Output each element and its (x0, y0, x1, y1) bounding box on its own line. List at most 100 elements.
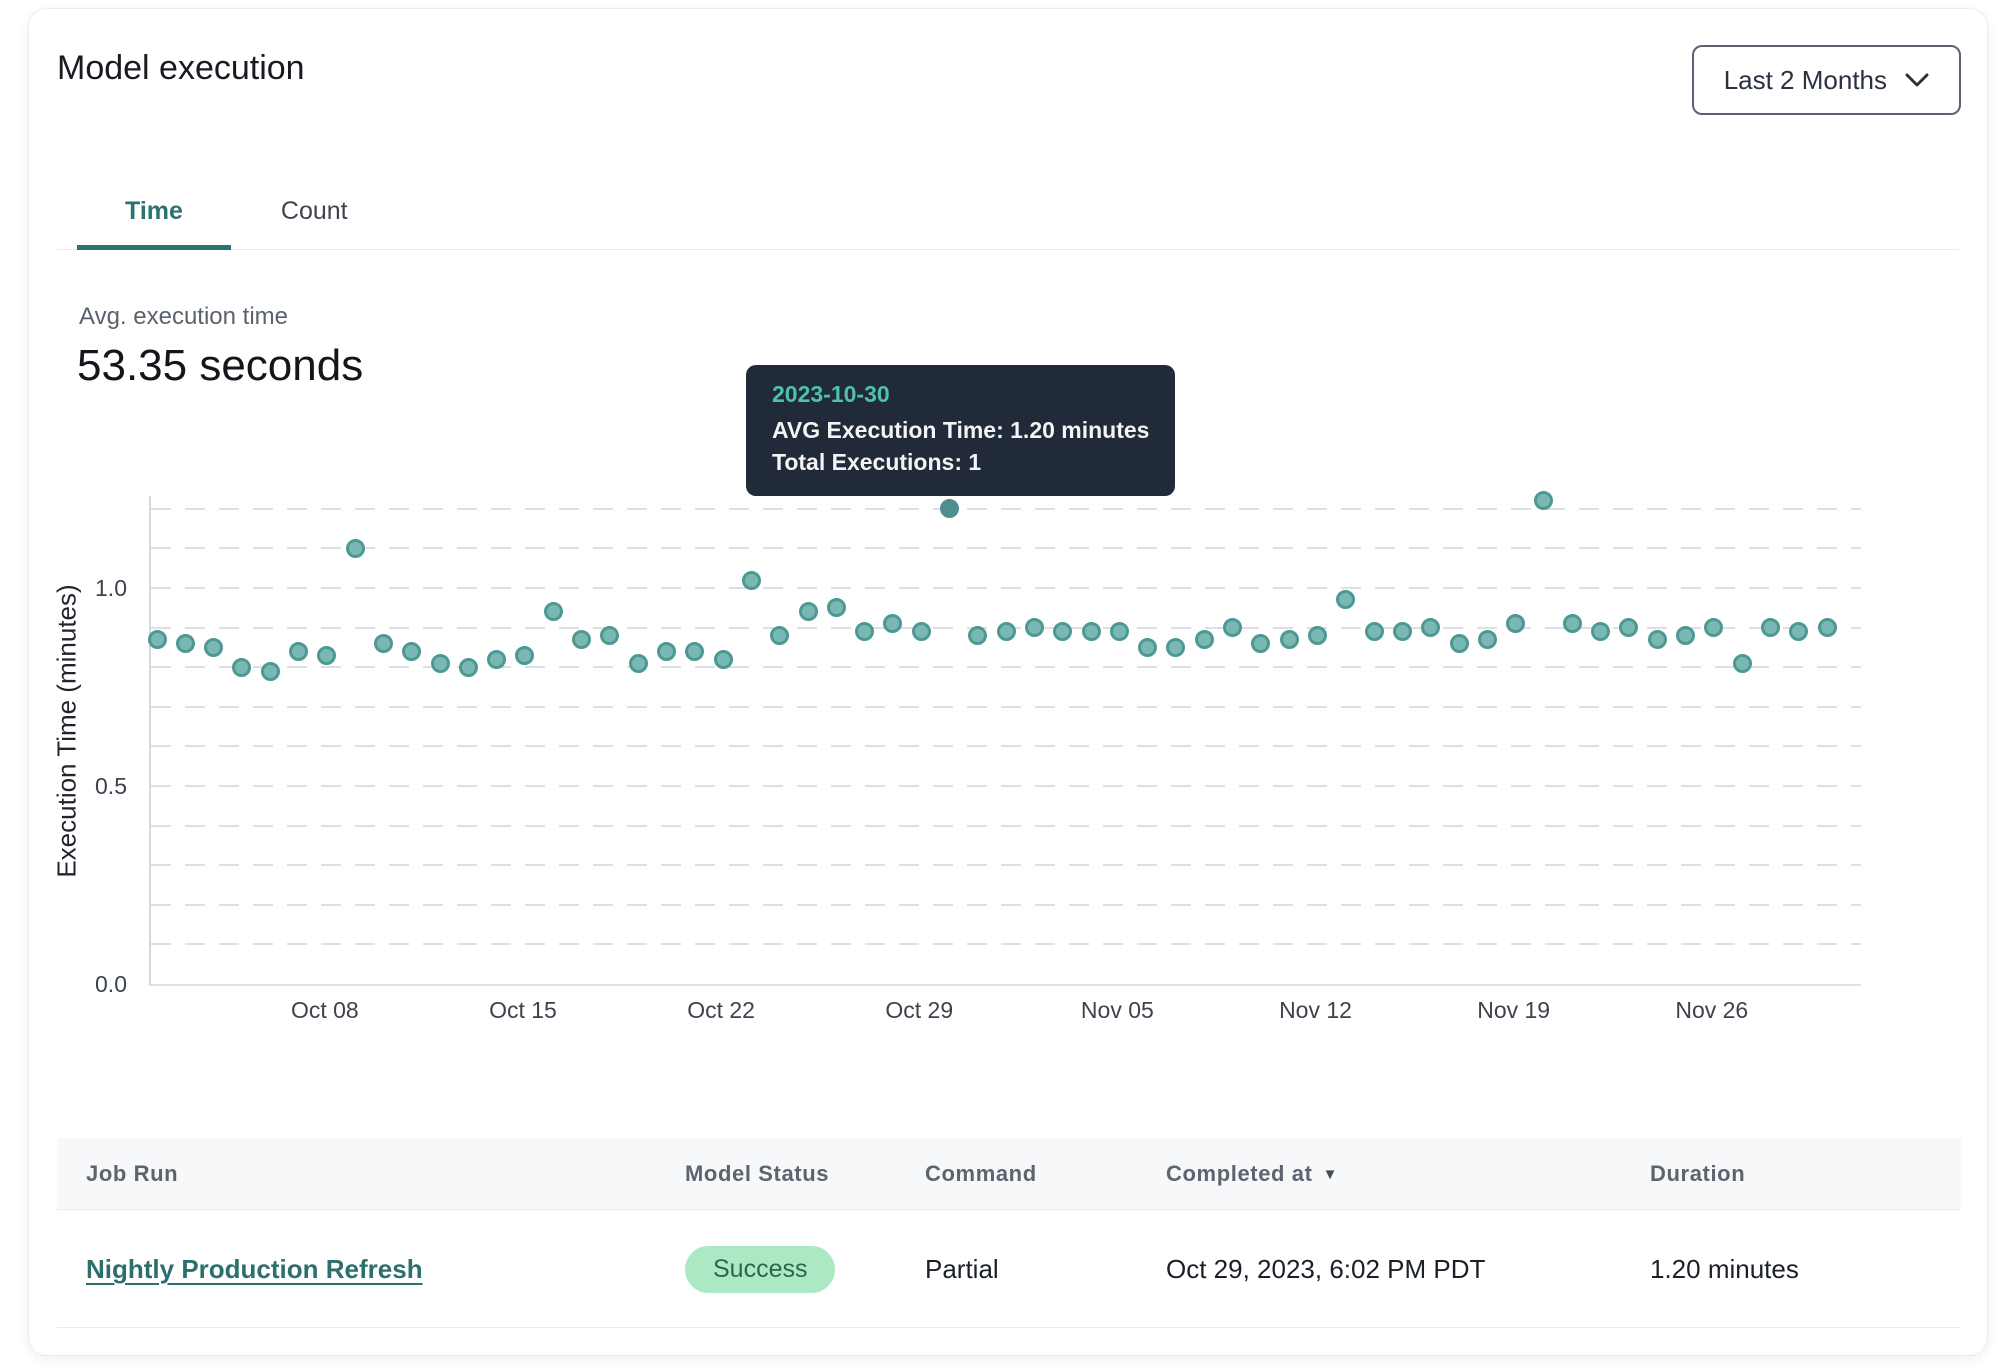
scatter-point[interactable] (1817, 618, 1837, 638)
scatter-point[interactable] (713, 649, 733, 669)
scatter-point[interactable] (458, 657, 478, 677)
x-axis-tick-label: Oct 22 (687, 997, 755, 1023)
gridline (151, 705, 1861, 708)
column-header-job-run[interactable]: Job Run (86, 1161, 179, 1186)
scatter-point[interactable] (260, 661, 280, 681)
x-axis-tick-label: Nov 12 (1279, 997, 1352, 1023)
x-axis-tick-label: Oct 29 (885, 997, 954, 1023)
scatter-point[interactable] (996, 622, 1016, 642)
tooltip-total-executions: Total Executions: 1 (772, 449, 982, 475)
avg-execution-time-value: 53.35 seconds (77, 341, 364, 390)
gridline (151, 666, 1861, 669)
tooltip-date: 2023-10-30 (772, 381, 890, 407)
scatter-point[interactable] (798, 602, 818, 622)
tab-count-label: Count (280, 196, 348, 225)
date-range-label: Last 2 Months (1723, 64, 1887, 95)
command-cell: Partial (925, 1253, 999, 1284)
scatter-point[interactable] (515, 645, 535, 665)
scatter-point[interactable] (741, 570, 761, 590)
scatter-point[interactable] (232, 657, 252, 677)
column-header-completed-at[interactable]: Completed at ▼ (1166, 1161, 1339, 1186)
scatter-point[interactable] (1109, 622, 1129, 642)
tab-time[interactable]: Time (77, 173, 231, 250)
scatter-point[interactable] (402, 641, 422, 661)
chart-tabs: Time Count (57, 173, 1959, 250)
table-row: Nightly Production Refresh Success Parti… (57, 1210, 1961, 1328)
scatter-point[interactable] (1081, 622, 1101, 642)
scatter-point[interactable] (1732, 653, 1752, 673)
scatter-point[interactable] (543, 602, 563, 622)
scatter-point[interactable] (628, 653, 648, 673)
scatter-point[interactable] (1053, 622, 1073, 642)
scatter-point[interactable] (430, 653, 450, 673)
scatter-point[interactable] (1421, 618, 1441, 638)
scatter-point[interactable] (345, 538, 365, 558)
x-axis-tick-label: Oct 15 (489, 997, 557, 1023)
column-header-model-status[interactable]: Model Status (685, 1161, 830, 1186)
gridline (151, 903, 1861, 906)
scatter-point[interactable] (968, 626, 988, 646)
job-runs-table: Job Run Model Status Command Completed a… (57, 1138, 1961, 1328)
scatter-point[interactable] (685, 641, 705, 661)
scatter-point[interactable] (1591, 622, 1611, 642)
date-range-selector[interactable]: Last 2 Months (1691, 45, 1961, 115)
scatter-point[interactable] (855, 622, 875, 642)
scatter-point[interactable] (911, 622, 931, 642)
scatter-point[interactable] (656, 641, 676, 661)
x-axis-ticks: Oct 08 Oct 15 Oct 22 Oct 29 Nov 05 Nov 12 Nov … (149, 997, 1861, 1031)
table-header: Job Run Model Status Command Completed a… (57, 1138, 1961, 1210)
gridline (151, 745, 1861, 748)
scatter-point[interactable] (1194, 629, 1214, 649)
scatter-point[interactable] (1279, 629, 1299, 649)
scatter-point[interactable] (1675, 626, 1695, 646)
x-axis-tick-label: Nov 26 (1675, 997, 1749, 1023)
scatter-point[interactable] (770, 626, 790, 646)
scatter-point[interactable] (1364, 622, 1384, 642)
duration-cell: 1.20 minutes (1650, 1253, 1799, 1284)
scatter-point[interactable] (572, 629, 592, 649)
scatter-point[interactable] (883, 614, 903, 634)
status-badge: Success (685, 1245, 836, 1293)
scatter-point[interactable] (147, 629, 167, 649)
scatter-point[interactable] (1166, 637, 1186, 657)
scatter-point[interactable] (487, 649, 507, 669)
scatter-point[interactable] (1308, 626, 1327, 646)
scatter-point[interactable] (1789, 622, 1809, 642)
scatter-point[interactable] (1647, 629, 1667, 649)
page-title: Model execution (57, 49, 305, 87)
gridline (151, 507, 1861, 510)
scatter-point[interactable] (1138, 637, 1158, 657)
job-run-link[interactable]: Nightly Production Refresh (86, 1253, 423, 1284)
scatter-point[interactable] (1619, 618, 1639, 638)
x-axis-tick-label: Oct 08 (290, 997, 359, 1023)
scatter-point[interactable] (373, 633, 393, 653)
scatter-point[interactable] (1392, 622, 1412, 642)
scatter-point[interactable] (1024, 618, 1044, 638)
column-header-duration[interactable]: Duration (1650, 1161, 1746, 1186)
scatter-point[interactable] (289, 641, 309, 661)
scatter-point[interactable] (1223, 618, 1243, 638)
avg-execution-time-label: Avg. execution time (79, 303, 289, 330)
scatter-point[interactable] (1449, 633, 1469, 653)
scatter-point[interactable] (204, 637, 224, 657)
scatter-point-selected[interactable] (940, 499, 960, 519)
scatter-point[interactable] (175, 633, 195, 653)
scatter-point[interactable] (826, 598, 846, 618)
chart-plot (147, 491, 1861, 986)
scatter-point[interactable] (1534, 491, 1554, 511)
scatter-point[interactable] (600, 626, 620, 646)
gridline (151, 587, 1861, 589)
tab-count[interactable]: Count (231, 173, 398, 249)
scatter-point[interactable] (317, 645, 337, 665)
scatter-point[interactable] (1760, 618, 1780, 638)
scatter-point[interactable] (1562, 614, 1582, 634)
scatter-point[interactable] (1336, 590, 1356, 610)
scatter-point[interactable] (1506, 614, 1526, 634)
tab-time-label: Time (125, 196, 183, 225)
scatter-point[interactable] (1704, 618, 1724, 638)
scatter-point[interactable] (1477, 629, 1497, 649)
column-header-command[interactable]: Command (925, 1161, 1037, 1186)
scatter-point[interactable] (1251, 633, 1271, 653)
completed-at-cell: Oct 29, 2023, 6:02 PM PDT (1166, 1253, 1486, 1284)
gridline (151, 547, 1861, 550)
